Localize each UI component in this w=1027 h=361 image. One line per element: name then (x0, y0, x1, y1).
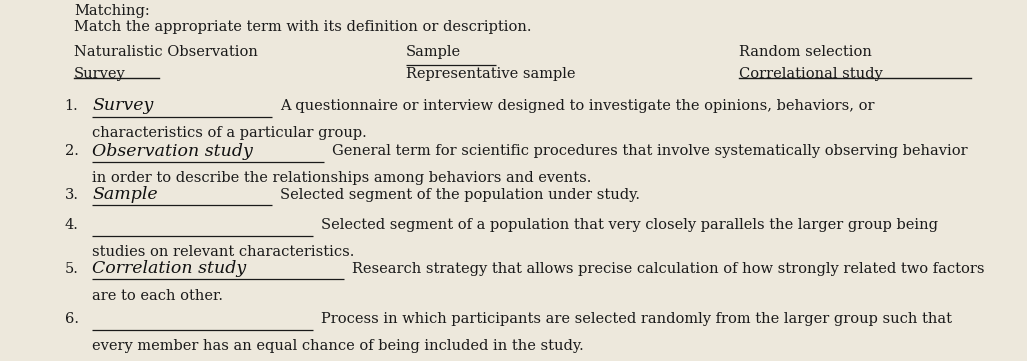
Text: Correlation study: Correlation study (92, 260, 246, 277)
Text: Process in which participants are selected randomly from the larger group such t: Process in which participants are select… (321, 312, 952, 326)
Text: 2.: 2. (65, 144, 79, 158)
Text: characteristics of a particular group.: characteristics of a particular group. (92, 126, 368, 140)
Text: every member has an equal chance of being included in the study.: every member has an equal chance of bein… (92, 339, 584, 353)
Text: Research strategy that allows precise calculation of how strongly related two fa: Research strategy that allows precise ca… (352, 262, 985, 276)
Text: Selected segment of a population that very closely parallels the larger group be: Selected segment of a population that ve… (321, 218, 939, 232)
Text: Observation study: Observation study (92, 143, 254, 160)
Text: 3.: 3. (65, 188, 79, 202)
Text: Naturalistic Observation: Naturalistic Observation (74, 45, 258, 59)
Text: studies on relevant characteristics.: studies on relevant characteristics. (92, 245, 354, 260)
Text: 5.: 5. (65, 262, 79, 276)
Text: Selected segment of the population under study.: Selected segment of the population under… (280, 188, 641, 202)
Text: A questionnaire or interview designed to investigate the opinions, behaviors, or: A questionnaire or interview designed to… (280, 99, 875, 113)
Text: Survey: Survey (74, 67, 125, 81)
Text: Representative sample: Representative sample (406, 67, 575, 81)
Text: in order to describe the relationships among behaviors and events.: in order to describe the relationships a… (92, 171, 592, 186)
Text: Survey: Survey (92, 97, 154, 114)
Text: 4.: 4. (65, 218, 79, 232)
Text: Matching:: Matching: (74, 4, 150, 18)
Text: Correlational study: Correlational study (739, 67, 883, 81)
Text: are to each other.: are to each other. (92, 289, 224, 303)
Text: Sample: Sample (92, 186, 158, 203)
Text: 1.: 1. (65, 99, 78, 113)
Text: General term for scientific procedures that involve systematically observing beh: General term for scientific procedures t… (332, 144, 967, 158)
Text: 6.: 6. (65, 312, 79, 326)
Text: Match the appropriate term with its definition or description.: Match the appropriate term with its defi… (74, 20, 531, 34)
Text: Sample: Sample (406, 45, 461, 59)
Text: Random selection: Random selection (739, 45, 872, 59)
